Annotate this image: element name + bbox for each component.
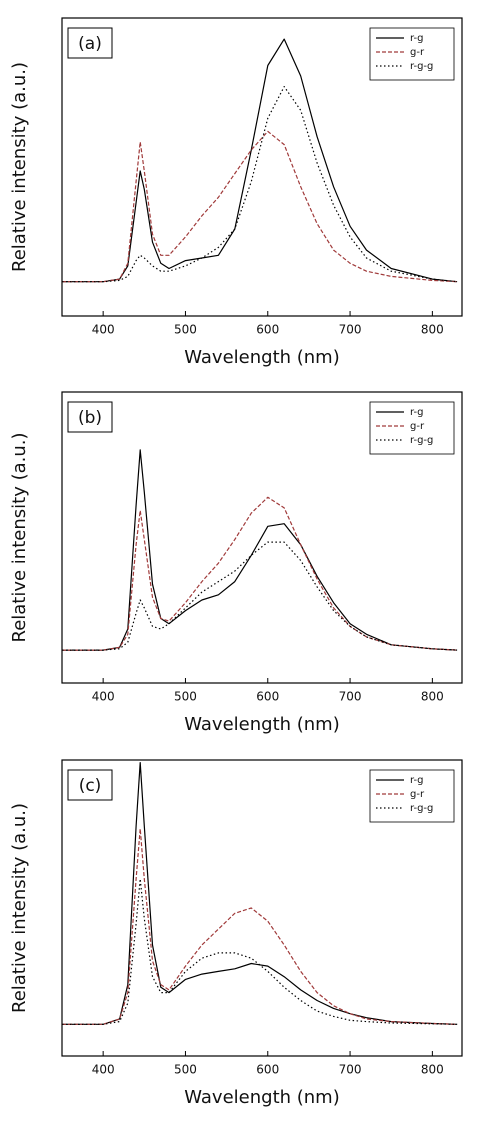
x-tick-label: 700 <box>339 1063 362 1077</box>
panel: 400 500 600 700 800 Wavelength (nm) Relative i… <box>9 759 463 1108</box>
legend-label: g-r <box>410 789 425 800</box>
y-axis-label: Relative intensity (a.u.) <box>9 62 30 272</box>
x-tick-label: 500 <box>174 323 197 337</box>
legend-label: r-g-g <box>410 803 433 814</box>
series-line <box>62 828 458 1025</box>
x-tick-label: 500 <box>174 1063 197 1077</box>
panel: 400 500 600 700 800 Wavelength (nm) Relative i… <box>9 391 463 735</box>
x-tick-label: 700 <box>339 323 362 337</box>
legend-label: g-r <box>410 47 425 58</box>
x-tick-label: 600 <box>256 323 279 337</box>
x-tick-label: 800 <box>421 323 444 337</box>
legend-box <box>369 769 455 823</box>
x-tick-label: 400 <box>92 323 115 337</box>
x-tick-label: 600 <box>256 1063 279 1077</box>
series-line <box>62 541 458 651</box>
series-line <box>62 496 458 651</box>
plot-frame <box>61 17 463 317</box>
annotation-box <box>67 401 113 433</box>
annotation-box <box>67 27 113 59</box>
plot-frame <box>61 759 463 1057</box>
legend-label: g-r <box>410 421 425 432</box>
annotation: (b) <box>78 408 102 428</box>
series-line <box>62 38 458 283</box>
legend-label: r-g <box>410 775 423 786</box>
legend-label: r-g <box>410 407 423 418</box>
legend-label: r-g <box>410 33 423 44</box>
legend-label: r-g-g <box>410 61 433 72</box>
x-tick-label: 800 <box>421 1063 444 1077</box>
x-tick-label: 600 <box>256 690 279 704</box>
series-line <box>62 878 458 1025</box>
annotation: (a) <box>78 34 102 54</box>
annotation: (c) <box>79 776 102 796</box>
x-axis-label: Wavelength (nm) <box>184 714 340 735</box>
legend-label: r-g-g <box>410 435 433 446</box>
x-axis-label: Wavelength (nm) <box>184 347 340 368</box>
x-tick-label: 500 <box>174 690 197 704</box>
x-tick-label: 400 <box>92 690 115 704</box>
x-axis-label: Wavelength (nm) <box>184 1087 340 1108</box>
legend-box <box>369 401 455 455</box>
x-tick-label: 800 <box>421 690 444 704</box>
panel: 400 500 600 700 800 Wavelength (nm) Relative i… <box>9 17 463 368</box>
y-axis-label: Relative intensity (a.u.) <box>9 803 30 1013</box>
x-tick-label: 400 <box>92 1063 115 1077</box>
plot-frame <box>61 391 463 684</box>
y-axis-label: Relative intensity (a.u.) <box>9 433 30 643</box>
series-line <box>62 449 458 651</box>
series-line <box>62 86 458 283</box>
x-tick-label: 700 <box>339 690 362 704</box>
annotation-box <box>67 769 113 801</box>
series-line <box>62 130 458 283</box>
legend-box <box>369 27 455 81</box>
